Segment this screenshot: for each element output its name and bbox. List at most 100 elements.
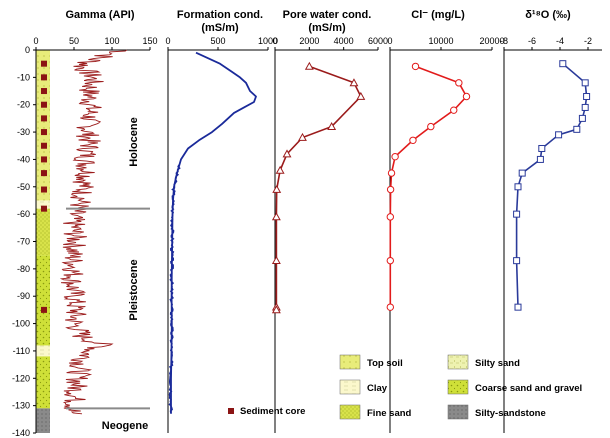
d18o-point bbox=[518, 169, 526, 177]
porewater-unit: (mS/m) bbox=[308, 22, 346, 34]
chloride-x-tick-label: 10000 bbox=[428, 36, 453, 46]
legend-swatch-silty-sand bbox=[447, 354, 469, 370]
gamma-x-tick-label: 50 bbox=[69, 36, 79, 46]
d18o-point bbox=[583, 93, 591, 101]
d18o-line bbox=[515, 63, 588, 308]
legend-swatch-silty-sandstone bbox=[447, 404, 469, 420]
era-neogene: Neogene bbox=[102, 420, 148, 432]
d18o-point bbox=[578, 114, 586, 122]
porewater-title: Pore water cond. bbox=[283, 9, 372, 21]
legend-label-silty-sandstone: Silty-sandstone bbox=[475, 408, 546, 419]
porewater-point bbox=[282, 149, 292, 158]
chloride-point bbox=[462, 92, 471, 101]
d18o-title: δ¹⁸O (‰) bbox=[525, 9, 571, 21]
d18o-x-tick-label: -2 bbox=[584, 36, 592, 46]
sediment-core-marker bbox=[41, 142, 47, 149]
legend: Sediment core Top soil Clay Fine sand Si… bbox=[228, 354, 582, 420]
gamma-x-tick-label: 150 bbox=[142, 36, 157, 46]
legend-label-silty-sand: Silty sand bbox=[475, 358, 520, 369]
d18o-point bbox=[559, 60, 567, 68]
sediment-core-marker bbox=[41, 88, 47, 95]
gamma-title: Gamma (API) bbox=[65, 9, 134, 21]
formation-x-tick-label: 1000 bbox=[258, 36, 278, 46]
sediment-core-marker bbox=[41, 156, 47, 163]
lithology-layer-top_soil bbox=[36, 50, 50, 201]
formation-panel: 0 500 1000 bbox=[165, 36, 278, 433]
sediment-core-marker bbox=[41, 186, 47, 193]
depth-tick-label: -80 bbox=[17, 264, 30, 274]
chloride-x-tick-label: 20000 bbox=[479, 36, 504, 46]
chloride-point bbox=[409, 136, 417, 144]
porewater-point bbox=[349, 78, 359, 87]
chloride-x-tick-label: 0 bbox=[387, 36, 392, 46]
porewater-x-tick-label: 0 bbox=[272, 36, 277, 46]
porewater-x-tick-label: 4000 bbox=[334, 36, 354, 46]
d18o-point bbox=[513, 257, 521, 265]
legend-label-fine-sand: Fine sand bbox=[367, 408, 412, 419]
lithology-layer-silty_sandstone bbox=[36, 408, 50, 433]
porewater-panel: 0 2000 4000 6000 bbox=[271, 36, 388, 433]
chloride-title: Cl⁻ (mg/L) bbox=[411, 9, 465, 21]
legend-swatch-fine-sand bbox=[339, 404, 361, 420]
formation-x-tick-label: 0 bbox=[165, 36, 170, 46]
sediment-core-marker bbox=[41, 306, 47, 313]
depth-tick-label: -130 bbox=[12, 401, 30, 411]
d18o-point bbox=[581, 103, 589, 111]
legend-label-clay: Clay bbox=[367, 383, 388, 394]
legend-label-coarse-sand: Coarse sand and gravel bbox=[475, 383, 582, 394]
sediment-core-marker bbox=[41, 115, 47, 122]
d18o-point bbox=[536, 155, 544, 163]
porewater-point bbox=[327, 121, 337, 130]
chloride-point bbox=[386, 185, 395, 194]
depth-tick-label: -120 bbox=[12, 373, 30, 383]
d18o-point bbox=[538, 144, 546, 152]
d18o-point bbox=[555, 131, 563, 139]
d18o-x-tick-label: -8 bbox=[500, 36, 508, 46]
lithology-layer-coarse_sand bbox=[36, 356, 50, 409]
formation-title: Formation cond. bbox=[177, 9, 263, 21]
d18o-panel: -8 -6 -4 -2 bbox=[500, 36, 602, 433]
sediment-core-marker bbox=[41, 74, 47, 81]
depth-tick-label: -20 bbox=[17, 100, 30, 110]
chloride-point bbox=[387, 169, 396, 177]
lithology-layer-clay bbox=[36, 200, 50, 209]
formation-line bbox=[170, 51, 257, 414]
chloride-point bbox=[386, 213, 395, 221]
sediment-core-marker bbox=[41, 101, 47, 108]
depth-tick-label: -10 bbox=[17, 72, 30, 82]
chloride-panel: 0 10000 20000 bbox=[386, 36, 505, 433]
d18o-point bbox=[514, 183, 522, 191]
porewater-point bbox=[298, 132, 307, 141]
chloride-point bbox=[386, 256, 395, 265]
porewater-point bbox=[271, 256, 281, 265]
porewater-line bbox=[275, 65, 362, 310]
gamma-x-tick-label: 100 bbox=[104, 36, 119, 46]
legend-swatch-clay bbox=[339, 379, 361, 395]
sediment-core-marker bbox=[41, 129, 47, 136]
legend-label-sediment-core: Sediment core bbox=[240, 406, 305, 417]
legend-swatch-sediment-core bbox=[228, 408, 234, 414]
porewater-point bbox=[271, 305, 281, 314]
era-holocene: Holocene bbox=[128, 117, 140, 167]
chloride-point bbox=[391, 152, 399, 161]
sediment-core-marker bbox=[41, 205, 47, 212]
d18o-point bbox=[573, 125, 581, 133]
formation-line-detail bbox=[168, 164, 181, 413]
depth-tick-label: -40 bbox=[17, 154, 30, 164]
legend-swatch-top-soil bbox=[339, 354, 361, 370]
depth-tick-label: -60 bbox=[17, 209, 30, 219]
lithology-layer-fine_sand bbox=[36, 208, 50, 256]
d18o-point bbox=[581, 79, 589, 87]
d18o-x-tick-label: -6 bbox=[528, 36, 536, 46]
gamma-x-tick-label: 0 bbox=[33, 36, 38, 46]
gamma-panel: 0 50 100 150 0 -10 -20 -30 -40 -50 -60 -70 -80 -90 -10… bbox=[12, 36, 158, 438]
depth-tick-label: -100 bbox=[12, 319, 30, 329]
era-pleistocene: Pleistocene bbox=[128, 259, 140, 320]
porewater-point bbox=[356, 91, 366, 100]
formation-unit: (mS/m) bbox=[201, 22, 239, 34]
legend-label-top-soil: Top soil bbox=[367, 358, 403, 369]
porewater-point bbox=[272, 184, 282, 193]
porewater-x-tick-label: 2000 bbox=[299, 36, 319, 46]
sediment-core-marker bbox=[41, 170, 47, 177]
porewater-point bbox=[275, 165, 285, 174]
